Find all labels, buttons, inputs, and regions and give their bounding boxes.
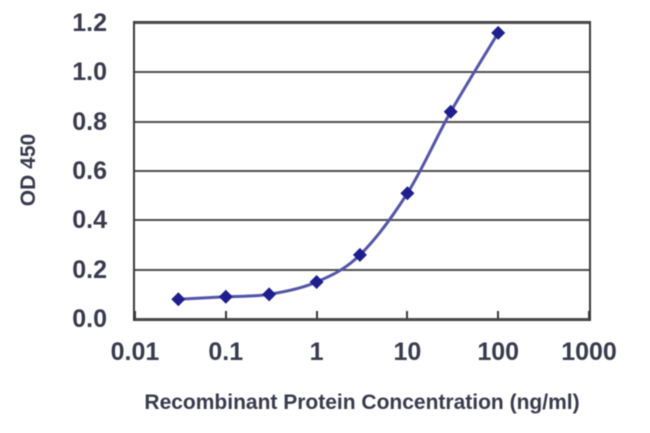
x-tick-mark [134, 311, 136, 319]
x-tick-label: 1 [309, 338, 324, 366]
x-tick-label: 1000 [561, 338, 617, 366]
y-tick-label: 0.6 [72, 157, 107, 185]
x-tick-mark [497, 311, 500, 319]
gridline [135, 71, 589, 74]
data-point-marker [491, 25, 506, 40]
data-point-marker [443, 104, 458, 119]
gridline [135, 268, 589, 271]
data-point-marker [400, 186, 415, 201]
x-axis-title: Recombinant Protein Concentration (ng/ml… [144, 391, 580, 414]
x-tick-label: 10 [393, 338, 422, 366]
x-tick-label: 0.1 [208, 338, 244, 366]
x-tick-label: 100 [477, 338, 520, 366]
data-point-marker [309, 275, 324, 289]
x-tick-mark [588, 311, 590, 319]
gridline [135, 170, 589, 172]
y-tick-label: 0.4 [72, 206, 107, 235]
y-tick-label: 0.0 [72, 305, 107, 333]
gridline [135, 318, 589, 320]
x-tick-mark [406, 311, 409, 319]
y-tick-label: 1.0 [72, 58, 107, 87]
data-point-marker [352, 247, 367, 262]
x-tick-mark [224, 311, 227, 319]
data-point-marker [262, 287, 277, 302]
y-tick-label: 1.2 [72, 9, 107, 37]
y-tick-label: 0.2 [72, 255, 107, 284]
y-tick-label: 0.8 [72, 107, 107, 136]
gridline [135, 120, 589, 123]
x-tick-label: 0.01 [110, 338, 160, 366]
series-line [178, 32, 500, 301]
data-point-marker [171, 292, 186, 307]
gridline [135, 219, 589, 222]
x-tick-mark [315, 311, 318, 319]
data-point-marker [218, 289, 233, 304]
gridline [135, 22, 589, 24]
